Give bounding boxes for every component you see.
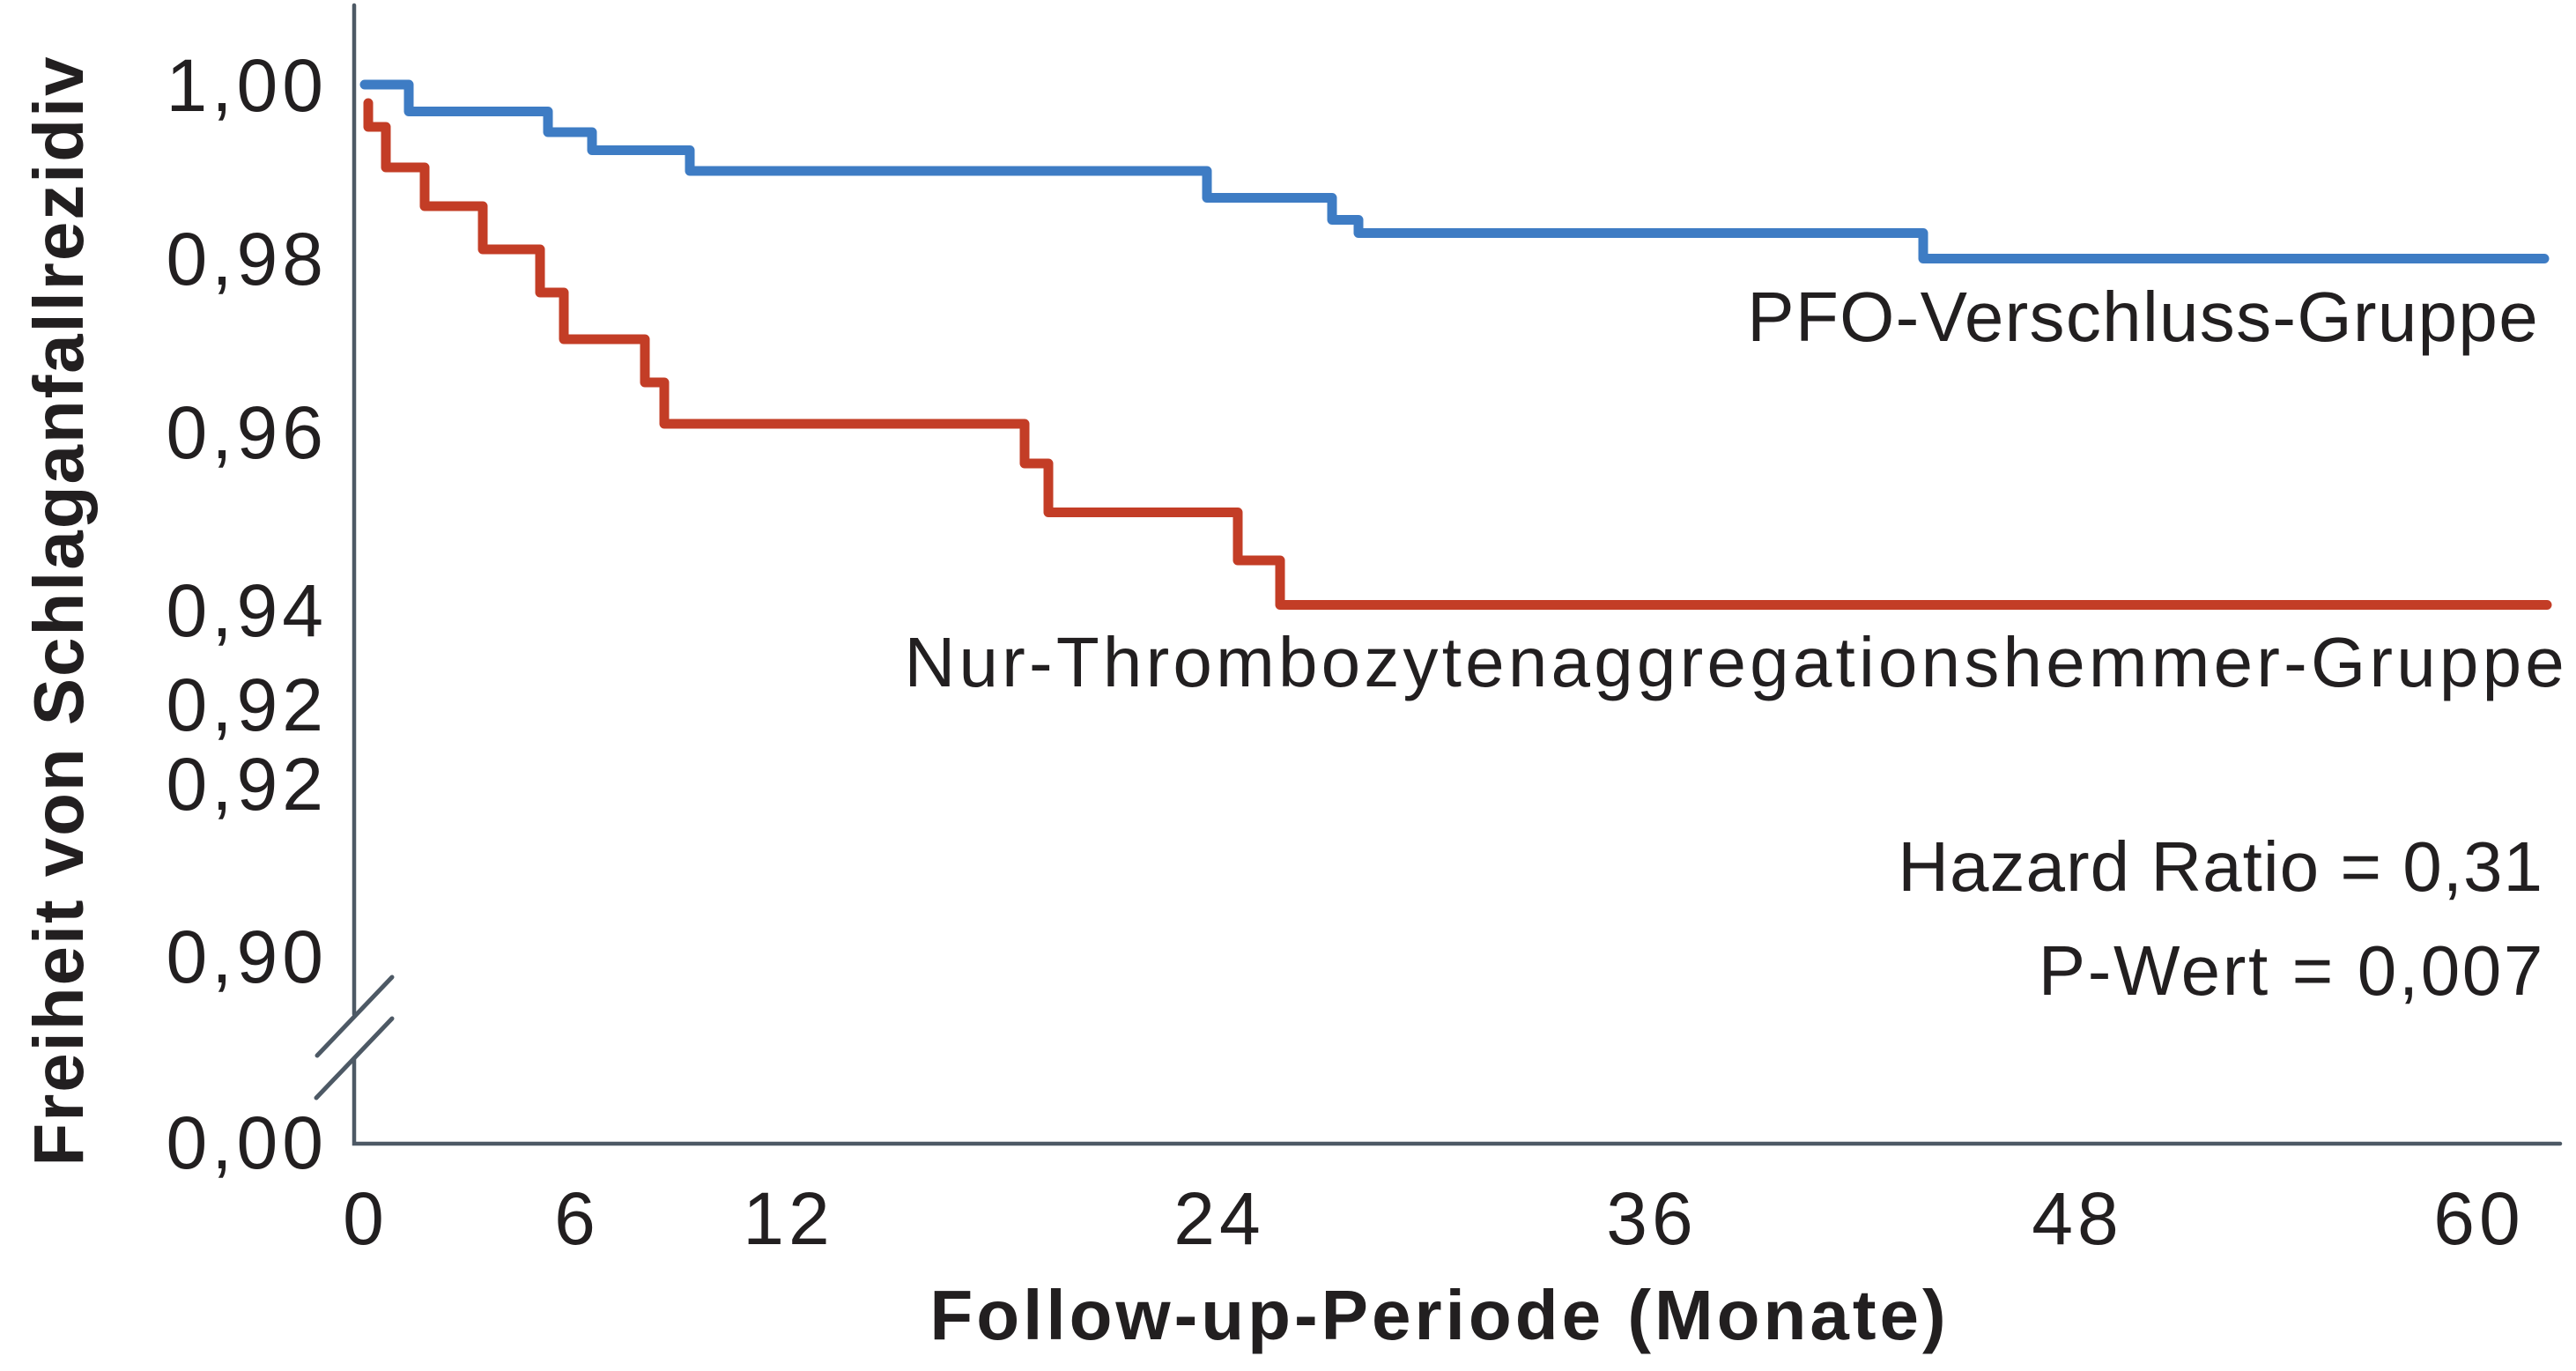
svg-text:6: 6 xyxy=(554,1177,600,1260)
svg-text:0: 0 xyxy=(343,1177,389,1260)
svg-text:36: 36 xyxy=(1606,1177,1697,1260)
svg-text:Nur-Thrombozytenaggregationshe: Nur-Thrombozytenaggregationshemmer-Grupp… xyxy=(904,623,2568,701)
svg-text:1,00: 1,00 xyxy=(167,44,329,127)
svg-text:0,90: 0,90 xyxy=(167,915,329,998)
svg-text:Freiheit von Schlaganfallrezid: Freiheit von Schlaganfallrezidiv xyxy=(19,55,98,1166)
svg-text:24: 24 xyxy=(1173,1177,1264,1260)
svg-text:12: 12 xyxy=(743,1177,833,1260)
svg-text:P-Wert = 0,007: P-Wert = 0,007 xyxy=(2039,931,2545,1010)
svg-text:0,96: 0,96 xyxy=(167,391,329,474)
svg-text:0,94: 0,94 xyxy=(167,569,329,652)
svg-text:Follow-up-Periode (Monate): Follow-up-Periode (Monate) xyxy=(929,1276,1949,1354)
svg-text:0,98: 0,98 xyxy=(167,218,329,300)
svg-text:48: 48 xyxy=(2032,1177,2122,1260)
svg-text:0,00: 0,00 xyxy=(167,1101,329,1184)
svg-text:Hazard Ratio = 0,31: Hazard Ratio = 0,31 xyxy=(1898,827,2543,906)
svg-text:0,92: 0,92 xyxy=(167,663,329,746)
svg-text:PFO-Verschluss-Gruppe: PFO-Verschluss-Gruppe xyxy=(1747,278,2539,356)
svg-text:60: 60 xyxy=(2433,1177,2524,1260)
svg-text:0,92: 0,92 xyxy=(167,743,329,826)
